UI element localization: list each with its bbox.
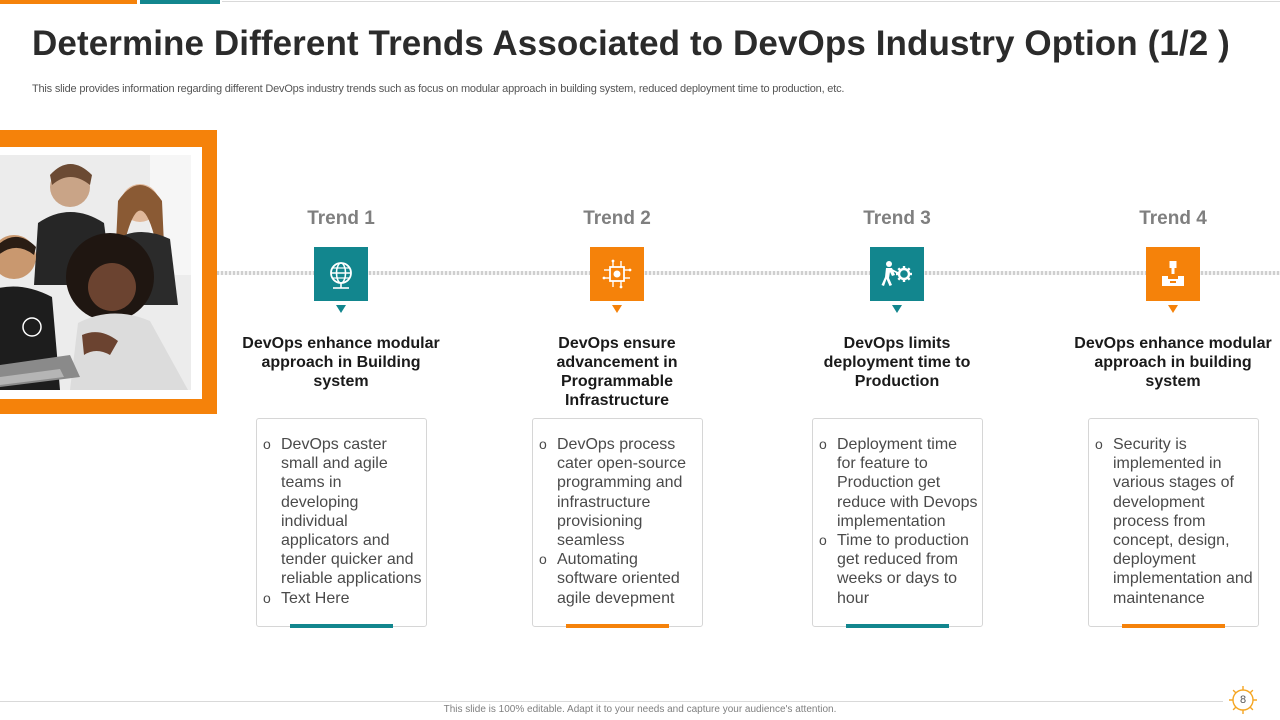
trend-bullet-list: Security is implemented in various stage…	[1089, 419, 1258, 608]
trend-heading: DevOps limits deployment time to Product…	[823, 335, 971, 390]
page-number: 8	[1239, 694, 1247, 706]
card-accent-bar	[846, 624, 949, 628]
trend-icon-box	[314, 247, 368, 301]
trend-icon-box	[870, 247, 924, 301]
trend-label: Trend 3	[863, 208, 931, 229]
bullet-item: Automating software oriented agile devep…	[539, 550, 698, 608]
slide-subtitle: This slide provides information regardin…	[32, 83, 845, 95]
card-accent-bar	[290, 624, 393, 628]
trend-bullet-list: DevOps process cater open-source program…	[533, 419, 702, 608]
bullet-item: Deployment time for feature to Productio…	[819, 435, 978, 531]
security-hand-icon	[1162, 261, 1184, 286]
trend-heading: DevOps enhance modular approach in build…	[1074, 335, 1272, 390]
trend-card: Security is implemented in various stage…	[1088, 418, 1259, 628]
top-accent-bar-teal	[140, 0, 220, 4]
card-accent-bar	[566, 624, 669, 628]
trend-label: Trend 2	[583, 208, 651, 229]
circuit-chip-icon	[602, 259, 632, 289]
trend-pointer	[892, 305, 902, 313]
trend-card: DevOps process cater open-source program…	[532, 418, 703, 628]
trend-heading: DevOps ensure advancement in Programmabl…	[556, 335, 678, 409]
bullet-item: DevOps caster small and agile teams in d…	[263, 435, 422, 589]
globe-network-icon	[330, 262, 352, 289]
bullet-item: DevOps process cater open-source program…	[539, 435, 698, 550]
top-divider-line	[222, 1, 1280, 2]
trend-icon-box	[1146, 247, 1200, 301]
trend-card: Deployment time for feature to Productio…	[812, 418, 983, 628]
gear-icon	[1229, 686, 1257, 714]
trend-pointer	[612, 305, 622, 313]
person-gear-icon	[881, 261, 912, 286]
slide-title: Determine Different Trends Associated to…	[32, 24, 1230, 63]
trend-label: Trend 1	[307, 208, 375, 229]
trend-heading: DevOps enhance modular approach in Build…	[242, 335, 440, 390]
bullet-item: Security is implemented in various stage…	[1095, 435, 1254, 608]
footer-note: This slide is 100% editable. Adapt it to…	[443, 704, 837, 715]
top-accent-bar-orange	[0, 0, 137, 4]
trend-label: Trend 4	[1139, 208, 1207, 229]
timeline-dashed-line	[217, 271, 1280, 275]
trend-pointer	[1168, 305, 1178, 313]
trend-bullet-list: DevOps caster small and agile teams in d…	[257, 419, 426, 608]
trend-icon-box	[590, 247, 644, 301]
trend-bullet-list: Deployment time for feature to Productio…	[813, 419, 982, 608]
trend-card: DevOps caster small and agile teams in d…	[256, 418, 427, 628]
trend-pointer	[336, 305, 346, 313]
team-photo-illustration	[0, 155, 191, 390]
bullet-item: Text Here	[263, 589, 422, 608]
team-photo	[0, 155, 191, 390]
bullet-item: Time to production get reduced from week…	[819, 531, 978, 608]
page-number-badge: 8	[1226, 683, 1260, 717]
card-accent-bar	[1122, 624, 1225, 628]
footer-divider-line	[0, 701, 1223, 702]
